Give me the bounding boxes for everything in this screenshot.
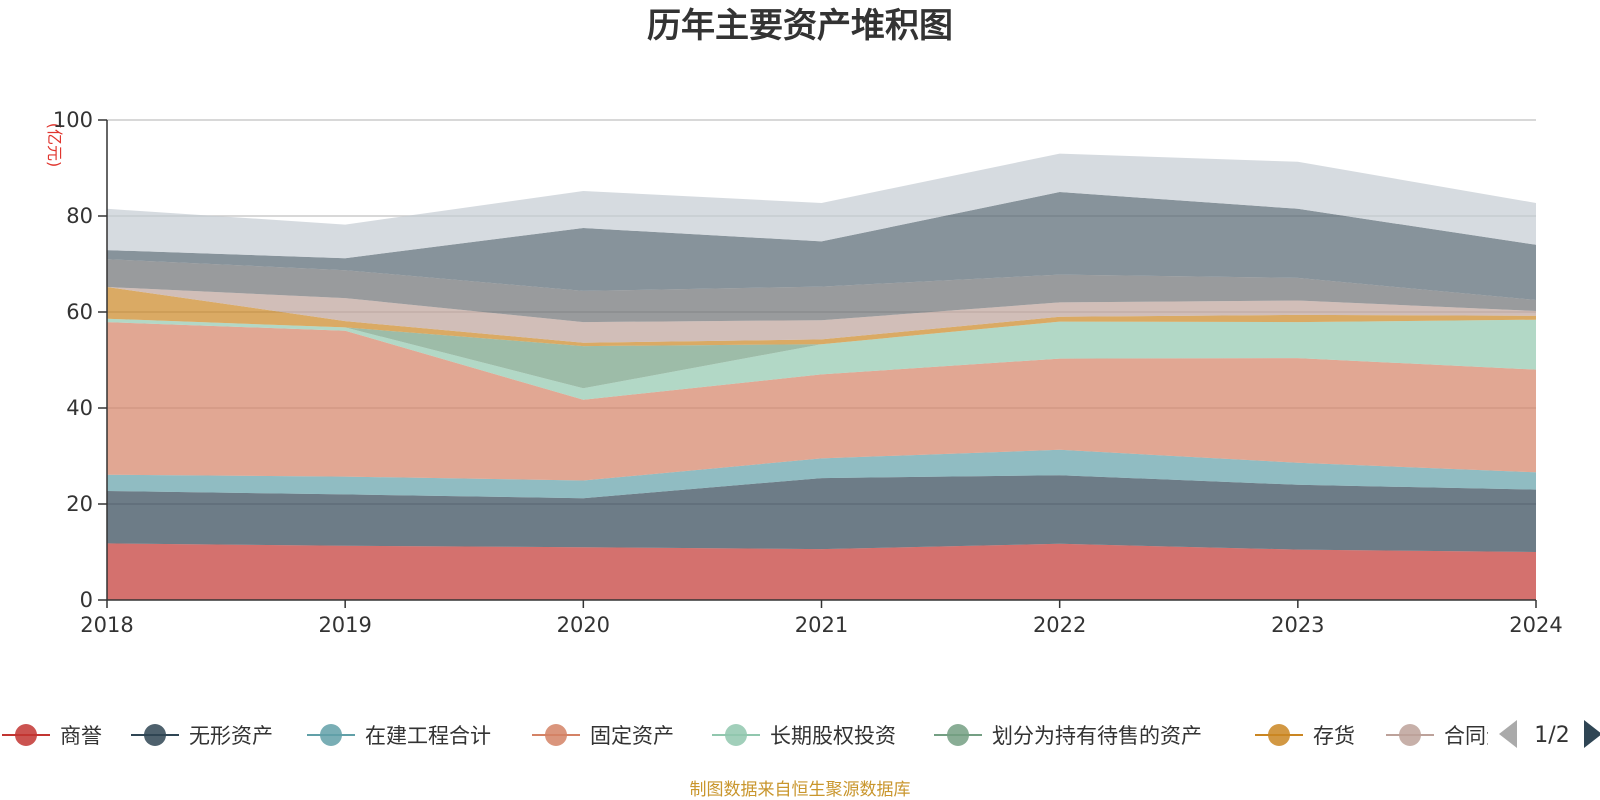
y-tick-label: 80 [66, 204, 93, 228]
legend-dot-icon [545, 724, 567, 746]
legend-dot-icon [320, 724, 342, 746]
legend-label: 固定资产 [590, 724, 674, 748]
legend-dot-icon [947, 724, 969, 746]
area-series-10[interactable] [107, 153, 1536, 259]
legend-label: 无形资产 [189, 724, 273, 748]
y-tick-label: 60 [66, 300, 93, 324]
legend-dot-icon [725, 724, 747, 746]
legend-next-page-icon[interactable] [1584, 720, 1600, 748]
legend-label: 划分为持有待售的资产 [992, 724, 1202, 748]
legend-dot-icon [1268, 724, 1290, 746]
area-series-3[interactable] [107, 322, 1536, 481]
y-tick-label: 100 [53, 108, 93, 132]
area-series-2[interactable] [107, 449, 1536, 499]
x-tick-label: 2021 [795, 613, 848, 637]
data-source-note: 制图数据来自恒生聚源数据库 [690, 780, 911, 800]
legend-item[interactable]: 存货 [1255, 724, 1355, 748]
y-tick-label: 0 [80, 588, 93, 612]
area-series-4[interactable] [107, 318, 1536, 400]
legend-item[interactable]: 长期股权投资 [712, 724, 896, 748]
legend-label: 存货 [1313, 724, 1355, 748]
legend-pager: 1/2 [1499, 720, 1600, 748]
legend-label: 长期股权投资 [770, 724, 896, 748]
area-series-9[interactable] [107, 192, 1536, 300]
x-tick-label: 2020 [557, 613, 610, 637]
x-tick-label: 2019 [318, 613, 371, 637]
y-tick-label: 40 [66, 396, 93, 420]
legend-item[interactable]: 无形资产 [131, 724, 273, 748]
legend-dot-icon [15, 724, 37, 746]
legend-page-indicator: 1/2 [1534, 723, 1569, 748]
x-tick-label: 2024 [1509, 613, 1562, 637]
legend: 商誉 无形资产 在建工程合计 固定资产 长期股权投资 划分为持有待售的资产 存货 合同资产 [2, 724, 1528, 748]
legend-item[interactable]: 划分为持有待售的资产 [934, 724, 1202, 748]
legend-item[interactable]: 固定资产 [532, 724, 674, 748]
area-series-0[interactable] [107, 543, 1536, 600]
x-tick-label: 2023 [1271, 613, 1324, 637]
legend-label: 商誉 [60, 724, 102, 748]
chart-title: 历年主要资产堆积图 [647, 6, 953, 46]
legend-dot-icon [1399, 724, 1421, 746]
legend-dot-icon [144, 724, 166, 746]
area-series-1[interactable] [107, 475, 1536, 552]
area-series-layer [107, 153, 1536, 600]
x-tick-label: 2018 [80, 613, 133, 637]
axes: 0 20 40 60 80 100 2018 2019 2020 2021 2022 2023 2024 [53, 108, 1563, 637]
legend-prev-page-icon[interactable] [1499, 720, 1517, 748]
y-tick-label: 20 [66, 492, 93, 516]
legend-items: 商誉 无形资产 在建工程合计 固定资产 长期股权投资 划分为持有待售的资产 存货 合同资产 [2, 724, 1528, 748]
y-axis-unit-label: (亿元) [45, 123, 64, 168]
legend-label: 合同资产 [1444, 724, 1528, 748]
legend-label: 在建工程合计 [365, 724, 491, 748]
legend-item[interactable]: 合同资产 [1386, 724, 1528, 748]
area-series-8[interactable] [107, 259, 1536, 323]
area-series-6[interactable] [107, 287, 1536, 347]
legend-item[interactable]: 商誉 [2, 724, 102, 748]
area-series-7[interactable] [107, 287, 1536, 343]
legend-item[interactable]: 在建工程合计 [307, 724, 491, 748]
x-tick-label: 2022 [1033, 613, 1086, 637]
